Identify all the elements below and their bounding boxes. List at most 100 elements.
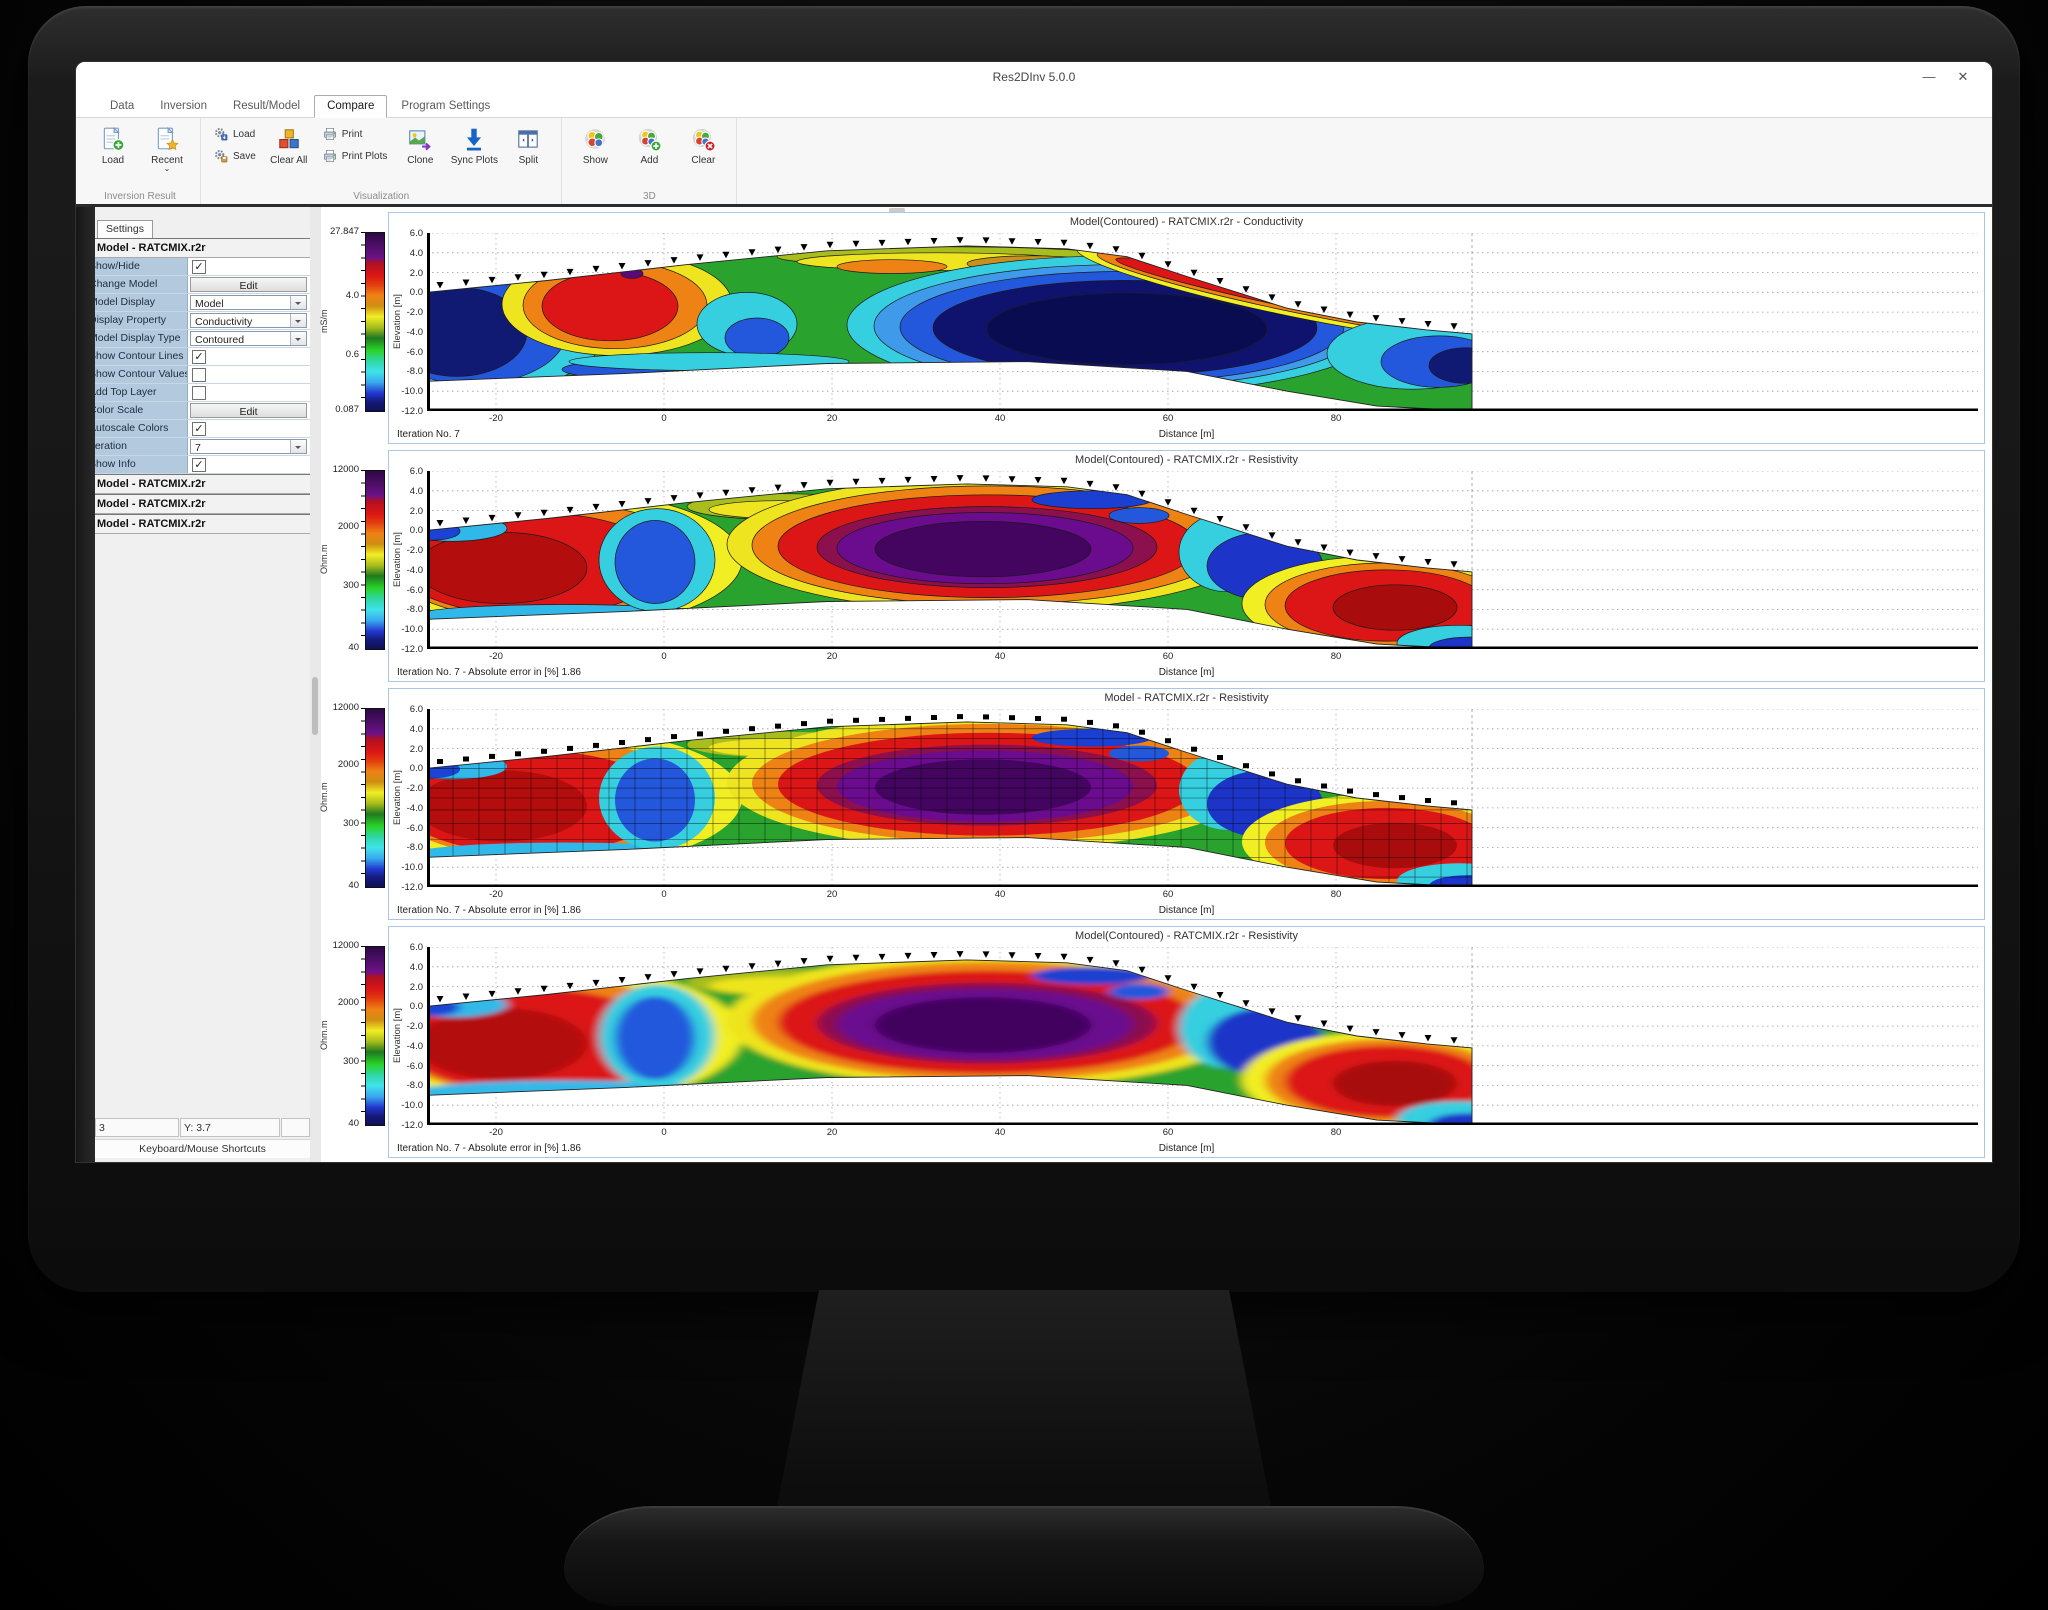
tab-data[interactable]: Data: [110, 100, 135, 112]
chevron-down-icon[interactable]: [290, 440, 306, 453]
plot-canvas[interactable]: [426, 708, 1978, 888]
load-button[interactable]: Load: [87, 123, 139, 169]
close-button[interactable]: ✕: [1957, 69, 1969, 84]
model-group-header[interactable]: Model - RATCMIX.r2r: [95, 514, 310, 534]
property-label: Change Model: [95, 276, 188, 293]
model-group-header[interactable]: Model - RATCMIX.r2r: [95, 474, 310, 494]
show-info-checkbox[interactable]: ✓: [192, 458, 206, 472]
display-property-select[interactable]: Conductivity: [190, 313, 307, 328]
property-row: Show/Hide ✓: [95, 258, 310, 276]
select-value: Contoured: [195, 334, 245, 346]
x-tick-label: 20: [826, 889, 838, 900]
property-label: Iteration: [95, 438, 188, 455]
keyboard-mouse-shortcuts-button[interactable]: Keyboard/Mouse Shortcuts: [95, 1139, 310, 1158]
cubes-clear-icon: [690, 126, 716, 152]
model-group-header[interactable]: Model - RATCMIX.r2r: [95, 494, 310, 514]
show-button[interactable]: Show: [569, 123, 621, 169]
y-tick-label: -12.0: [401, 1120, 423, 1131]
model-group-header[interactable]: Model - RATCMIX.r2r: [95, 238, 310, 258]
y-tick-label: -2.0: [406, 1021, 423, 1033]
window-left-edge: [76, 207, 95, 1162]
property-row: Display Property Conductivity: [95, 312, 310, 330]
button-label: Sync Plots: [450, 155, 498, 166]
ribbon-group-label: 3D: [642, 191, 656, 202]
property-label-text: Show Contour Lines: [95, 350, 184, 362]
y-tick-label: -10.0: [401, 386, 423, 398]
y-tick-label: -8.0: [406, 604, 423, 616]
clear-button[interactable]: Clear: [677, 123, 729, 169]
add-top-layer-checkbox[interactable]: [192, 386, 206, 400]
blocks-icon: [276, 126, 302, 152]
colorbar-tick-label: 40: [348, 642, 359, 653]
colorbar-tick-label: 300: [343, 579, 359, 591]
plot-canvas[interactable]: [426, 232, 1978, 412]
colorbar-unit-label: mS/m: [319, 309, 329, 333]
image-clone-icon: [407, 126, 433, 152]
y-tick-label: -2.0: [406, 545, 423, 557]
y-tick-label: 6.0: [409, 704, 423, 715]
property-label-text: Add Top Layer: [95, 386, 157, 398]
change-model-edit-button[interactable]: Edit: [190, 277, 307, 292]
tab-compare[interactable]: Compare: [314, 95, 388, 118]
split-button[interactable]: Split: [502, 123, 554, 169]
recent-button[interactable]: Recent ⌄: [141, 123, 193, 174]
tab-settings[interactable]: Settings: [97, 220, 153, 238]
ribbon-group-label: Inversion Result: [104, 191, 176, 202]
property-value: ✓: [188, 258, 310, 275]
x-tick-label: 60: [1162, 651, 1174, 662]
tab-result-model[interactable]: Result/Model: [232, 100, 301, 112]
colorbar-tick-label: 4.0: [345, 290, 359, 302]
button-label: Print: [341, 128, 363, 140]
property-value: Edit: [188, 402, 310, 419]
iteration-caption: Iteration No. 7: [397, 429, 460, 440]
tab-inversion[interactable]: Inversion: [160, 100, 207, 112]
tab-program-settings[interactable]: Program Settings: [401, 100, 491, 112]
property-label: Add Top Layer: [95, 384, 188, 401]
print-plots-button[interactable]: Print Plots: [318, 145, 392, 167]
show-contour-values-checkbox[interactable]: [192, 368, 206, 382]
color-scale-edit-button[interactable]: Edit: [190, 403, 307, 418]
model-display-type-select[interactable]: Contoured: [190, 331, 307, 346]
model-display-select[interactable]: Model: [190, 295, 307, 310]
y-tick-label: 2.0: [409, 505, 423, 517]
clear-all-button[interactable]: Clear All: [263, 123, 315, 169]
colorbar-ticks: [361, 946, 365, 1124]
chevron-down-icon[interactable]: [290, 314, 306, 327]
cubes-add-icon: [636, 126, 662, 152]
iteration-select[interactable]: 7: [190, 439, 307, 454]
plot-canvas[interactable]: [426, 946, 1978, 1126]
ribbon-group-visualization: Load Save Clear All Print Print Plots Clone Sy…: [201, 118, 563, 204]
clone-button[interactable]: Clone: [394, 123, 446, 169]
x-tick-label: 0: [661, 651, 667, 662]
button-label: Clone: [407, 155, 434, 166]
property-label: Show Info: [95, 456, 188, 473]
y-tick-label: 0.0: [409, 287, 423, 299]
ribbon-group-3d: Show Add Clear 3D: [562, 118, 738, 204]
y-tick-label: 6.0: [409, 942, 423, 953]
x-tick-label: 80: [1330, 413, 1342, 424]
status-bar: 3 Y: 3.7: [95, 1118, 310, 1138]
plot-canvas[interactable]: [426, 470, 1978, 650]
chevron-down-icon[interactable]: [290, 296, 306, 309]
y-tick-label: -8.0: [406, 842, 423, 854]
sync-plots-button[interactable]: Sync Plots: [448, 123, 500, 169]
show-hide-checkbox[interactable]: ✓: [192, 260, 206, 274]
x-tick-label: 40: [994, 651, 1006, 662]
splitter-handle-icon[interactable]: [312, 677, 318, 735]
autoscale-colors-checkbox[interactable]: ✓: [192, 422, 206, 436]
print-button[interactable]: Print: [318, 123, 392, 145]
chevron-down-icon[interactable]: [290, 332, 306, 345]
add-button[interactable]: Add: [623, 123, 675, 169]
plot-panel-1: Model(Contoured) - RATCMIX.r2r - Conduct…: [388, 212, 1985, 444]
show-contour-lines-checkbox[interactable]: ✓: [192, 350, 206, 364]
load-button[interactable]: Load: [209, 123, 260, 145]
property-row: Model Display Type Contoured: [95, 330, 310, 348]
save-button[interactable]: Save: [209, 145, 260, 167]
x-tick-label: 80: [1330, 651, 1342, 662]
collapse-grip-icon[interactable]: [889, 208, 905, 213]
colorbar: [365, 708, 385, 888]
y-tick-label: 0.0: [409, 1001, 423, 1013]
x-axis-label: Distance [m]: [1158, 1143, 1215, 1154]
x-tick-label: 60: [1162, 889, 1174, 900]
minimize-button[interactable]: —: [1922, 69, 1936, 84]
